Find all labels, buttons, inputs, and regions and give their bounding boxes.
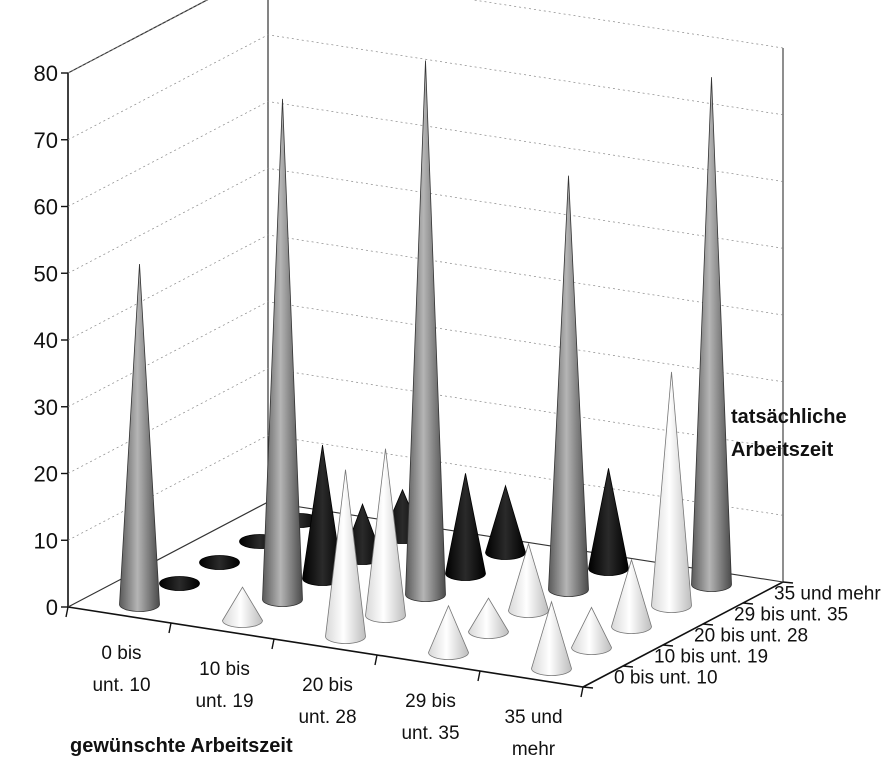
y-axis-ticks: 0 10 20 30 40 50 60 70 80	[34, 61, 68, 620]
cone-body	[262, 98, 303, 607]
gridline	[67, 167, 784, 274]
x-tick-label: 10 bis	[199, 659, 250, 680]
cone-body	[691, 77, 732, 592]
cone-body	[651, 371, 692, 613]
x-tick-mark	[477, 670, 481, 682]
cone	[325, 469, 366, 644]
gridline	[67, 0, 784, 74]
z-tick-mark	[742, 602, 754, 605]
x-tick-label: unt. 10	[92, 675, 150, 696]
x-axis-ticks: 0 bis unt. 10 10 bis unt. 19 20 bis unt. 28 29…	[65, 606, 584, 760]
y-tick-label: 10	[34, 528, 58, 553]
cone	[199, 555, 240, 570]
gridline	[67, 101, 784, 207]
x-tick-label: 20 bis	[302, 675, 353, 696]
z-tick-mark	[622, 665, 634, 668]
z-axis-title-line1: tatsächliche	[731, 406, 847, 428]
cone	[611, 558, 652, 634]
x-tick-mark	[271, 638, 275, 650]
z-tick-label: 20 bis unt. 28	[694, 626, 808, 647]
y-tick-label: 40	[34, 328, 58, 353]
cone-body	[588, 468, 629, 576]
cone	[405, 60, 446, 602]
cone-body	[325, 469, 366, 644]
x-tick-label: unt. 35	[401, 723, 459, 744]
z-tick-mark	[582, 686, 594, 689]
cone-body	[428, 604, 469, 660]
y-tick-label: 80	[34, 61, 58, 86]
z-tick-label: 10 bis unt. 19	[654, 647, 768, 668]
x-tick-label: unt. 28	[298, 707, 356, 728]
x-tick-mark	[580, 686, 584, 698]
gridline	[67, 34, 784, 141]
x-tick-label: unt. 19	[195, 691, 253, 712]
cone	[485, 484, 526, 560]
y-tick-label: 60	[34, 195, 58, 220]
cone-body	[485, 484, 526, 560]
z-tick-mark	[782, 581, 794, 584]
x-tick-label: 0 bis	[101, 643, 141, 664]
y-tick-label: 50	[34, 261, 58, 286]
x-tick-label: 35 und	[504, 707, 562, 728]
cone	[428, 604, 469, 660]
z-tick-mark	[702, 623, 714, 626]
cone	[365, 448, 406, 623]
cone-body	[405, 60, 446, 602]
x-tick-mark	[374, 654, 378, 666]
cone	[222, 586, 263, 628]
cone	[548, 175, 589, 597]
z-tick-label: 29 bis unt. 35	[734, 605, 848, 626]
x-tick-mark	[168, 622, 172, 634]
y-tick-label: 30	[34, 395, 58, 420]
cones	[119, 60, 732, 676]
y-tick-label: 0	[46, 595, 58, 620]
cone-body	[548, 175, 589, 597]
x-tick-label: 29 bis	[405, 691, 456, 712]
cone	[119, 264, 160, 612]
z-tick-mark	[662, 644, 674, 647]
cone-body	[468, 597, 509, 639]
cone-body	[445, 473, 486, 581]
axis-frame-top-left	[67, 0, 209, 74]
cone-base	[159, 576, 200, 591]
cone	[445, 473, 486, 581]
cone-base	[199, 555, 240, 570]
z-axis-title-line2: Arbeitszeit	[731, 439, 834, 461]
x-axis-title: gewünschte Arbeitszeit	[70, 735, 293, 757]
y-tick-label: 70	[34, 128, 58, 153]
axis-frame-left-back	[67, 0, 269, 608]
gridline	[67, 234, 784, 341]
cone	[588, 468, 629, 576]
cone-body	[571, 606, 612, 655]
cone	[468, 597, 509, 639]
z-tick-label: 35 und mehr	[774, 584, 881, 605]
cone	[531, 600, 572, 676]
x-tick-label: mehr	[512, 739, 556, 760]
cone	[571, 606, 612, 655]
y-tick-label: 20	[34, 462, 58, 487]
cone-body	[531, 600, 572, 676]
cone	[159, 576, 200, 591]
cone-body	[222, 586, 263, 628]
cone-body	[611, 558, 652, 634]
cone-body	[119, 264, 160, 612]
cone	[262, 98, 303, 607]
cone-body	[365, 448, 406, 623]
z-tick-label: 0 bis unt. 10	[614, 668, 718, 689]
cone	[691, 77, 732, 592]
cone	[651, 371, 692, 613]
x-tick-mark	[65, 606, 69, 618]
